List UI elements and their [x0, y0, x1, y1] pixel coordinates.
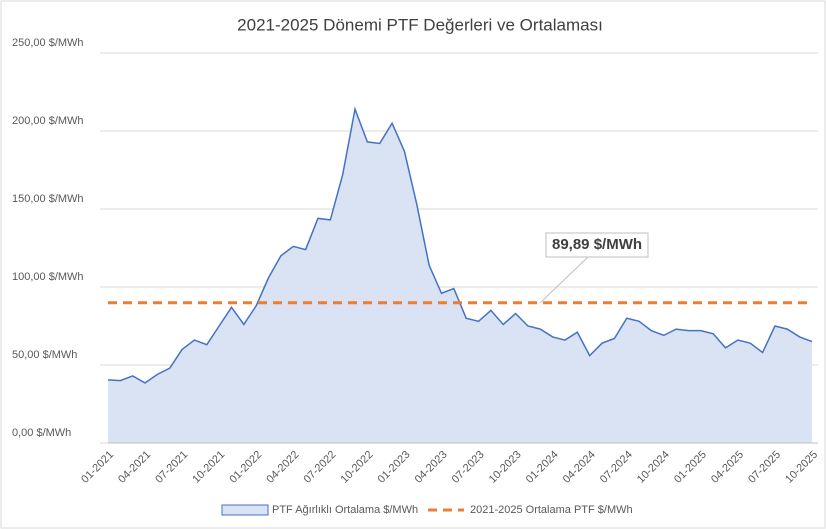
callout-box [545, 232, 649, 258]
callout-leader [539, 256, 589, 304]
y-tick-label: 100,00 $/MWh [12, 271, 84, 283]
legend-label: PTF Ağırlıklı Ortalama $/MWh [272, 504, 418, 516]
reference-label: 89,89 $/MWh [552, 236, 642, 253]
legend-label: 2021-2025 Ortalama PTF $/MWh [470, 504, 633, 516]
y-tick-label: 0,00 $/MWh [12, 427, 71, 439]
chart-title: 2021-2025 Dönemi PTF Değerleri ve Ortala… [237, 15, 603, 34]
y-tick-label: 200,00 $/MWh [12, 115, 84, 127]
area-fill [108, 109, 812, 443]
y-tick-label: 150,00 $/MWh [12, 193, 84, 205]
y-tick-label: 250,00 $/MWh [12, 37, 84, 49]
legend-swatch [221, 504, 269, 516]
y-tick-label: 50,00 $/MWh [12, 349, 77, 361]
